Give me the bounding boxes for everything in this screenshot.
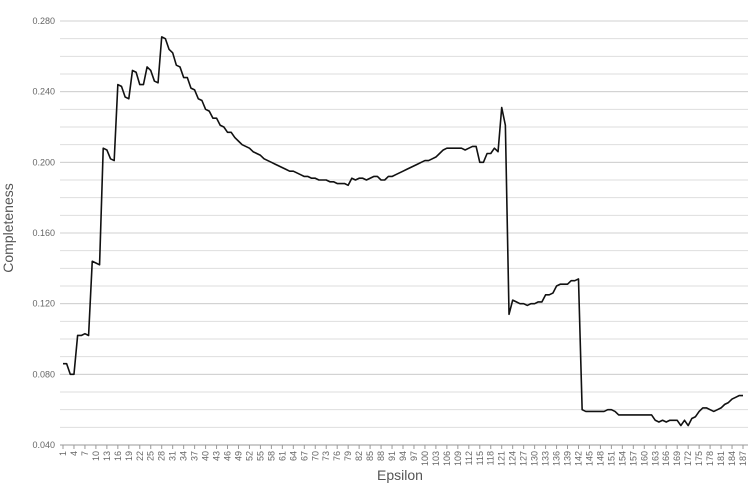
x-tick-label: 34	[179, 451, 189, 461]
x-tick-label: 178	[705, 451, 715, 466]
x-tick-label: 160	[639, 451, 649, 466]
data-line	[63, 36, 743, 427]
x-tick-label: 91	[387, 451, 397, 461]
x-tick-label: 40	[201, 451, 211, 461]
x-tick-label: 154	[617, 451, 627, 466]
x-tick-label: 97	[409, 451, 419, 461]
x-axis-title: Epsilon	[377, 467, 423, 483]
y-tick-label: 0.120	[32, 299, 55, 309]
x-tick-label: 16	[113, 451, 123, 461]
x-tick-label: 184	[727, 451, 737, 466]
y-tick-label: 0.280	[32, 16, 55, 26]
x-tick-label: 109	[453, 451, 463, 466]
x-tick-label: 133	[541, 451, 551, 466]
x-tick-label: 127	[519, 451, 529, 466]
x-tick-label: 121	[497, 451, 507, 466]
x-tick-label: 142	[573, 451, 583, 466]
x-tick-label: 148	[595, 451, 605, 466]
x-tick-label: 76	[332, 451, 342, 461]
x-tick-label: 52	[244, 451, 254, 461]
x-tick-label: 115	[475, 451, 485, 465]
x-tick-label: 58	[266, 451, 276, 461]
x-tick-label: 136	[552, 451, 562, 466]
x-tick-label: 103	[431, 451, 441, 466]
x-tick-label: 139	[563, 451, 573, 466]
x-tick-label: 169	[672, 451, 682, 466]
x-tick-label: 64	[288, 451, 298, 461]
x-tick-label: 157	[628, 451, 638, 466]
x-tick-label: 55	[255, 451, 265, 461]
x-tick-label: 151	[606, 451, 616, 466]
x-tick-label: 175	[694, 451, 704, 466]
y-tick-label: 0.040	[32, 440, 55, 450]
x-tick-label: 79	[343, 451, 353, 461]
x-tick-label: 112	[464, 451, 474, 465]
y-tick-label: 0.080	[32, 369, 55, 379]
x-tick-label: 163	[650, 451, 660, 466]
x-tick-label: 73	[321, 451, 331, 461]
x-tick-label: 172	[683, 451, 693, 466]
x-tick-label: 7	[80, 451, 90, 456]
x-tick-label: 22	[135, 451, 145, 461]
x-tick-label: 46	[223, 451, 233, 461]
x-tick-label: 181	[716, 451, 726, 466]
x-tick-label: 19	[124, 451, 134, 461]
x-tick-label: 25	[146, 451, 156, 461]
x-tick-label: 70	[310, 451, 320, 461]
x-tick-label: 31	[168, 451, 178, 461]
x-tick-label: 166	[661, 451, 671, 466]
x-tick-label: 4	[69, 451, 79, 456]
x-tick-label: 187	[738, 451, 748, 466]
x-tick-label: 118	[486, 451, 496, 465]
x-tick-label: 124	[508, 451, 518, 466]
x-tick-label: 49	[233, 451, 243, 461]
x-tick-label: 37	[190, 451, 200, 461]
x-tick-label: 94	[398, 451, 408, 461]
x-tick-label: 130	[530, 451, 540, 466]
y-tick-label: 0.240	[32, 87, 55, 97]
x-tick-label: 1	[58, 451, 68, 456]
x-tick-label: 10	[91, 451, 101, 461]
y-axis-title: Completeness	[0, 183, 16, 273]
x-tick-label: 61	[277, 451, 287, 461]
x-tick-label: 88	[376, 451, 386, 461]
x-tick-label: 43	[212, 451, 222, 461]
y-tick-label: 0.160	[32, 228, 55, 238]
x-tick-label: 100	[420, 451, 430, 466]
x-tick-label: 67	[299, 451, 309, 461]
x-tick-label: 85	[365, 451, 375, 461]
x-tick-label: 106	[442, 451, 452, 466]
x-tick-label: 13	[102, 451, 112, 461]
x-tick-label: 145	[584, 451, 594, 466]
x-tick-label: 82	[354, 451, 364, 461]
y-tick-label: 0.200	[32, 157, 55, 167]
x-tick-label: 28	[157, 451, 167, 461]
